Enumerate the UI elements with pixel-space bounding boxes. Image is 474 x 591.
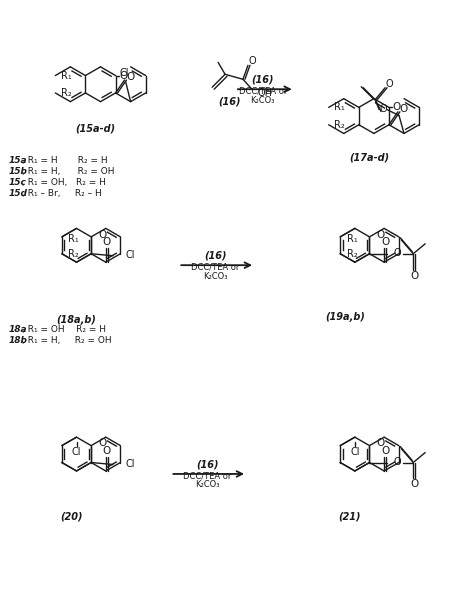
Text: (16): (16) <box>252 74 274 85</box>
Text: ; R₁ – Br,     R₂ – H: ; R₁ – Br, R₂ – H <box>22 189 102 198</box>
Text: O: O <box>393 248 401 258</box>
Text: ; R₁ = OH    R₂ = H: ; R₁ = OH R₂ = H <box>22 325 106 335</box>
Text: R₂: R₂ <box>334 120 345 130</box>
Text: Cl: Cl <box>72 447 81 457</box>
Text: Cl: Cl <box>126 250 136 259</box>
Text: O: O <box>103 238 111 247</box>
Text: DCC/TEA or: DCC/TEA or <box>183 472 231 480</box>
Text: O: O <box>119 70 128 80</box>
Text: R₁: R₁ <box>334 102 345 112</box>
Text: DCC/TEA or: DCC/TEA or <box>239 87 287 96</box>
Text: O: O <box>98 230 106 239</box>
Text: O: O <box>103 446 111 456</box>
Text: K₂CO₃: K₂CO₃ <box>251 96 275 105</box>
Text: (16): (16) <box>218 96 240 106</box>
Text: DCC/TEA or: DCC/TEA or <box>191 262 239 272</box>
Text: R₂: R₂ <box>61 88 72 98</box>
Text: Cl: Cl <box>350 447 360 457</box>
Text: K₂CO₃: K₂CO₃ <box>195 480 219 489</box>
Text: O: O <box>376 439 384 449</box>
Text: R₁: R₁ <box>347 234 357 244</box>
Text: O: O <box>127 72 135 82</box>
Text: (16): (16) <box>204 250 227 260</box>
Text: 15c: 15c <box>9 178 26 187</box>
Text: 15b: 15b <box>9 167 27 176</box>
Text: (16): (16) <box>196 459 219 469</box>
Text: (15a-d): (15a-d) <box>75 124 116 134</box>
Text: O: O <box>248 56 256 66</box>
Text: ; R₁ = OH,   R₂ = H: ; R₁ = OH, R₂ = H <box>22 178 106 187</box>
Text: (17a-d): (17a-d) <box>349 153 389 163</box>
Text: O: O <box>410 271 419 281</box>
Text: O: O <box>410 479 419 489</box>
Text: O: O <box>393 456 401 466</box>
Text: R₁: R₁ <box>68 234 79 244</box>
Text: ; R₁ = H       R₂ = H: ; R₁ = H R₂ = H <box>22 156 108 165</box>
Text: 15d: 15d <box>9 189 27 198</box>
Text: 18a: 18a <box>9 325 27 335</box>
Text: O: O <box>393 102 401 112</box>
Text: O: O <box>98 439 106 449</box>
Text: (21): (21) <box>338 512 361 522</box>
Text: O: O <box>376 230 384 239</box>
Text: O: O <box>385 79 393 89</box>
Text: K₂CO₃: K₂CO₃ <box>203 272 228 281</box>
Text: R₁: R₁ <box>61 70 72 80</box>
Text: (20): (20) <box>60 512 83 522</box>
Text: O: O <box>381 446 389 456</box>
Text: O: O <box>400 104 408 114</box>
Text: Cl: Cl <box>120 68 129 78</box>
Text: Cl: Cl <box>126 459 136 469</box>
Text: (18a,b): (18a,b) <box>56 315 96 325</box>
Text: 15a: 15a <box>9 156 27 165</box>
Text: ; R₁ = H,      R₂ = OH: ; R₁ = H, R₂ = OH <box>22 167 115 176</box>
Text: 18b: 18b <box>9 336 27 345</box>
Text: O: O <box>379 103 387 113</box>
Text: R₂: R₂ <box>347 249 357 259</box>
Text: (19a,b): (19a,b) <box>325 312 365 322</box>
Text: OH: OH <box>258 88 273 98</box>
Text: ; R₁ = H,     R₂ = OH: ; R₁ = H, R₂ = OH <box>22 336 112 345</box>
Text: O: O <box>381 238 389 247</box>
Text: R₂: R₂ <box>68 249 79 259</box>
